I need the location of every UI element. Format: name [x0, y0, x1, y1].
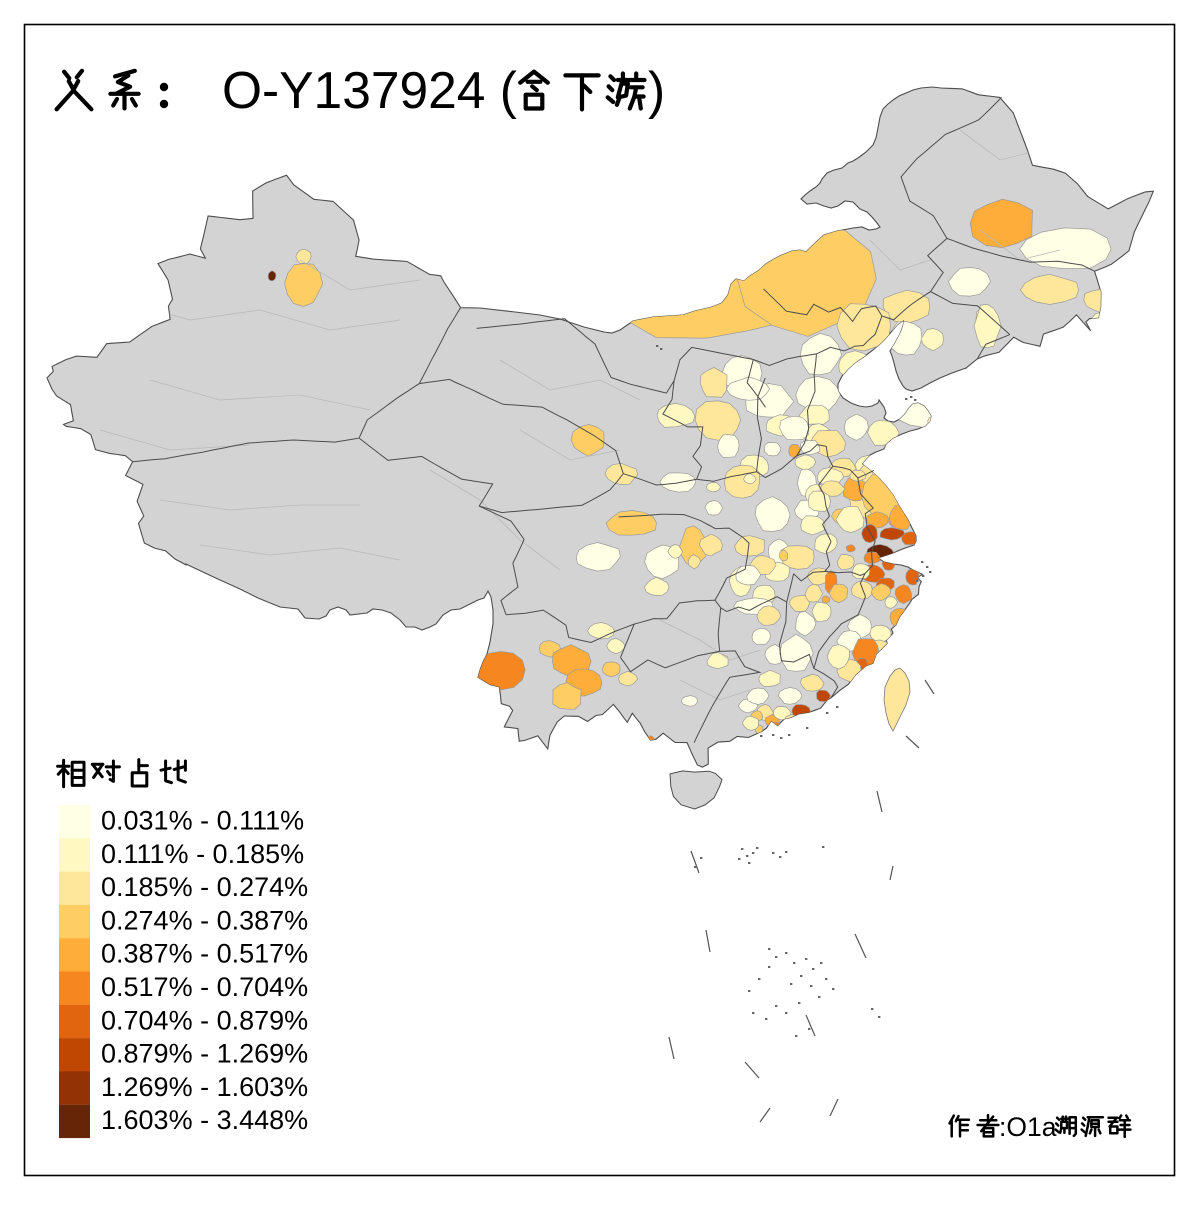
svg-text:0.517% - 0.704%: 0.517% - 0.704% [101, 972, 308, 1002]
svg-text:0.111% - 0.185%: 0.111% - 0.185% [101, 839, 304, 869]
svg-text:): ) [648, 61, 665, 119]
svg-text:1.603% - 3.448%: 1.603% - 3.448% [101, 1105, 308, 1135]
svg-text:0.387% - 0.517%: 0.387% - 0.517% [101, 939, 308, 969]
svg-text:0.031% - 0.111%: 0.031% - 0.111% [101, 806, 304, 836]
svg-text:O-Y137924 (: O-Y137924 ( [222, 61, 517, 119]
svg-text:0.879% - 1.269%: 0.879% - 1.269% [101, 1039, 308, 1069]
svg-text:0.185% - 0.274%: 0.185% - 0.274% [101, 872, 308, 902]
svg-text::O1a: :O1a [999, 1112, 1057, 1142]
svg-text:1.269% - 1.603%: 1.269% - 1.603% [101, 1072, 308, 1102]
svg-text:0.704% - 0.879%: 0.704% - 0.879% [101, 1005, 308, 1035]
svg-text:0.274% - 0.387%: 0.274% - 0.387% [101, 905, 308, 935]
